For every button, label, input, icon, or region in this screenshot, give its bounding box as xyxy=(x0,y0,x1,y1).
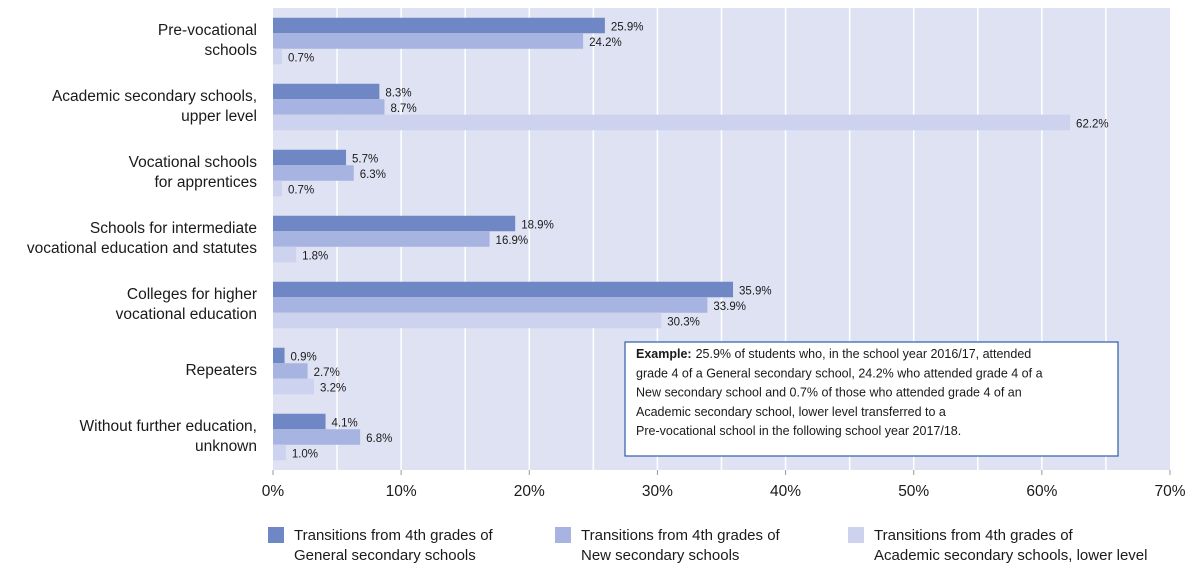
annotation-label: Example: xyxy=(636,347,692,361)
legend-label: Transitions from 4th grades of xyxy=(874,527,1074,544)
category-label: for apprentices xyxy=(154,174,257,191)
x-tick-label: 60% xyxy=(1026,483,1057,500)
value-label: 6.8% xyxy=(366,433,392,445)
bar xyxy=(273,99,385,115)
value-label: 62.2% xyxy=(1076,119,1109,131)
annotation-line: Academic secondary school, lower level t… xyxy=(636,405,946,419)
legend-label: New secondary schools xyxy=(581,547,739,564)
value-label: 5.7% xyxy=(352,154,378,166)
annotation-text: Example: 25.9% of students who, in the sc… xyxy=(636,347,1031,361)
legend-label: Academic secondary schools, lower level xyxy=(874,547,1147,564)
annotation-line: 25.9% of students who, in the school yea… xyxy=(696,347,1032,361)
value-label: 25.9% xyxy=(611,22,644,34)
bar xyxy=(273,297,708,313)
bar xyxy=(273,246,297,263)
value-label: 2.7% xyxy=(314,367,340,379)
x-tick-label: 0% xyxy=(262,483,285,500)
bar xyxy=(273,413,326,430)
legend-label: Transitions from 4th grades of xyxy=(581,527,781,544)
legend-swatch xyxy=(555,527,571,543)
category-label: unknown xyxy=(195,438,257,455)
annotation-line: grade 4 of a General secondary school, 2… xyxy=(636,366,1043,380)
category-label: vocational education and statutes xyxy=(27,240,257,257)
value-label: 35.9% xyxy=(739,286,772,298)
value-label: 0.7% xyxy=(288,185,314,197)
x-tick-label: 40% xyxy=(770,483,801,500)
value-label: 8.3% xyxy=(385,88,411,100)
bar xyxy=(273,83,380,100)
bar xyxy=(273,33,584,49)
x-tick-label: 50% xyxy=(898,483,929,500)
legend-swatch xyxy=(268,527,284,543)
category-label: upper level xyxy=(181,108,257,125)
legend-label: General secondary schools xyxy=(294,547,476,564)
annotation-box xyxy=(624,341,1119,457)
bar xyxy=(273,149,347,166)
value-label: 8.7% xyxy=(390,103,416,115)
bar xyxy=(273,215,516,232)
bar xyxy=(273,378,315,395)
value-label: 3.2% xyxy=(320,383,346,395)
value-label: 33.9% xyxy=(713,301,746,313)
category-label: vocational education xyxy=(116,306,257,323)
category-label: Repeaters xyxy=(185,362,257,379)
bar xyxy=(273,114,1071,131)
value-label: 0.9% xyxy=(291,352,317,364)
x-tick-label: 30% xyxy=(642,483,673,500)
bar xyxy=(273,444,286,461)
x-tick-label: 20% xyxy=(514,483,545,500)
legend-swatch xyxy=(848,527,864,543)
bar xyxy=(273,48,282,65)
value-label: 1.8% xyxy=(302,251,328,263)
category-label: Colleges for higher xyxy=(127,286,257,303)
bar xyxy=(273,363,308,379)
value-label: 30.3% xyxy=(667,317,700,329)
value-label: 1.0% xyxy=(292,449,318,461)
bar xyxy=(273,180,282,197)
value-label: 4.1% xyxy=(332,418,358,430)
category-label: Academic secondary schools, xyxy=(52,88,257,105)
annotation-line: Pre-vocational school in the following s… xyxy=(636,424,961,438)
bar xyxy=(273,281,734,298)
bar xyxy=(273,312,662,329)
x-tick-label: 10% xyxy=(386,483,417,500)
bar xyxy=(273,231,490,247)
category-label: Without further education, xyxy=(80,418,258,435)
annotation-line: New secondary school and 0.7% of those w… xyxy=(636,386,1022,400)
value-label: 18.9% xyxy=(521,220,554,232)
x-tick-label: 70% xyxy=(1154,483,1185,500)
category-label: schools xyxy=(204,42,257,59)
bar xyxy=(273,17,605,34)
category-label: Pre-vocational xyxy=(158,22,257,39)
value-label: 24.2% xyxy=(589,37,622,49)
legend-label: Transitions from 4th grades of xyxy=(294,527,494,544)
bar xyxy=(273,429,361,445)
bar xyxy=(273,347,285,364)
value-label: 6.3% xyxy=(360,169,386,181)
bar xyxy=(273,165,354,181)
value-label: 16.9% xyxy=(496,235,529,247)
category-label: Vocational schools xyxy=(129,154,258,171)
category-label: Schools for intermediate xyxy=(90,220,257,237)
value-label: 0.7% xyxy=(288,53,314,65)
